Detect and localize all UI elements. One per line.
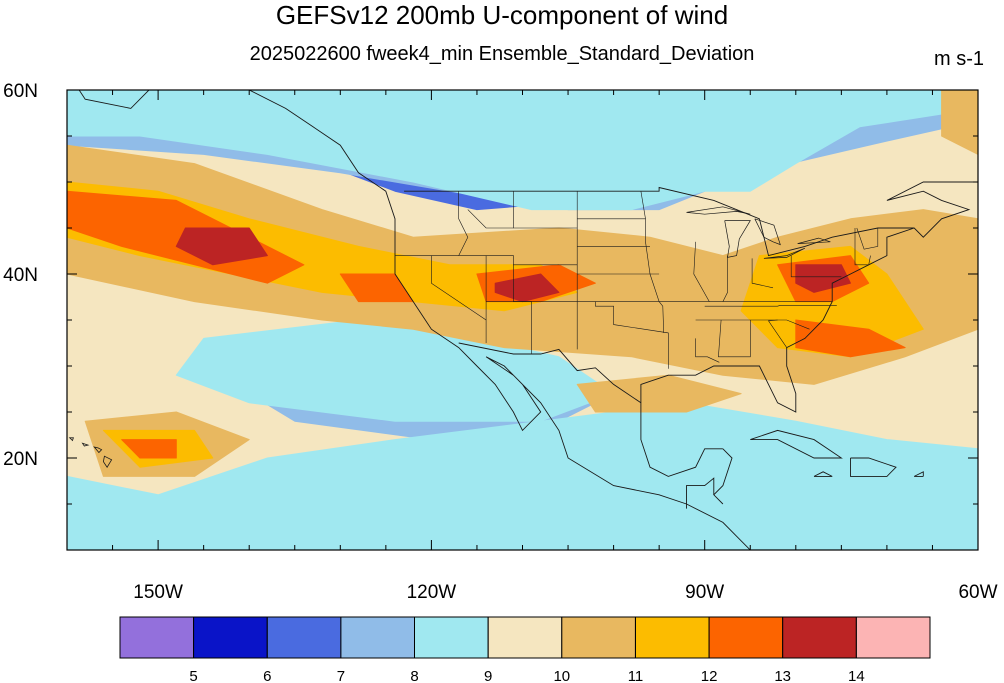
coastline: [813, 471, 833, 477]
colorbar-swatch: [266, 616, 342, 659]
state-border: [395, 255, 578, 266]
colorbar-swatch: [855, 616, 931, 659]
geographic-outlines: [68, 90, 978, 550]
colorbar-swatch: [561, 616, 636, 659]
wind-stddev-field: [67, 90, 978, 550]
state-border: [790, 255, 842, 278]
coastline: [78, 90, 751, 550]
lake-outline: [724, 220, 751, 258]
island-outline: [68, 437, 74, 442]
lon-tick-label: 60W: [958, 582, 997, 603]
colorbar-swatch: [782, 616, 857, 659]
colorbar: 5 6 7 8 9 10 11 12 13 14: [119, 616, 931, 683]
state-border: [695, 338, 720, 363]
colorbar-swatch: [487, 616, 563, 659]
lat-tick-label: 60N: [3, 81, 38, 102]
colorbar-swatch: [193, 616, 268, 659]
state-border: [693, 241, 710, 302]
units-label: m s-1: [934, 48, 984, 70]
colorbar-label: 13: [774, 668, 791, 683]
colorbar-swatch: [119, 616, 195, 659]
state-border: [718, 319, 751, 358]
lat-tick-label: 40N: [3, 265, 38, 286]
state-border: [856, 227, 879, 250]
state-border: [854, 228, 871, 266]
island-outline: [93, 446, 103, 454]
state-border: [431, 255, 487, 321]
state-border: [458, 191, 469, 256]
colorbar-label: 7: [337, 668, 345, 683]
colorbar-label: 12: [701, 668, 718, 683]
colorbar-label: 5: [189, 668, 197, 683]
colorbar-label: 14: [848, 668, 865, 683]
lake-outline: [797, 237, 831, 244]
lake-outline: [754, 218, 781, 246]
island-outline: [81, 442, 90, 447]
colorbar-label: 9: [484, 668, 492, 683]
coastline: [850, 457, 897, 477]
field-region-level-13: [175, 227, 268, 266]
state-border: [722, 255, 728, 302]
country-border: [686, 477, 715, 509]
state-border: [695, 319, 810, 330]
field-region-level-9: [67, 402, 978, 550]
colorbar-swatch: [708, 616, 784, 659]
field-region-level-12: [121, 439, 177, 459]
coastline: [713, 448, 733, 505]
field-region-level-10: [576, 374, 742, 413]
colorbar-swatch: [635, 616, 710, 659]
colorbar-swatch: [414, 616, 489, 659]
state-border: [751, 258, 774, 289]
colorbar-label: 10: [553, 668, 570, 683]
state-border: [704, 304, 837, 307]
axis-ticks: 150W 120W 90W 60W 60N 40N 20N: [3, 81, 997, 603]
colorbar-swatch: [340, 616, 415, 659]
colorbar-label: 6: [263, 668, 271, 683]
lon-tick-label: 90W: [685, 582, 724, 603]
colorbar-label: 8: [410, 668, 418, 683]
lake-outline: [763, 247, 806, 259]
state-border: [467, 191, 514, 229]
coastline: [640, 181, 978, 477]
state-border: [767, 319, 787, 348]
field-region-level-13: [494, 273, 560, 303]
lat-tick-label: 20N: [3, 449, 38, 470]
state-border: [595, 301, 669, 369]
coastline: [750, 429, 843, 459]
figure-title: GEFSv12 200mb U-component of wind: [275, 0, 729, 30]
figure-subtitle: 2025022600 fweek4_min Ensemble_Standard_…: [249, 43, 755, 65]
lon-tick-label: 120W: [407, 582, 457, 603]
coastline: [913, 471, 924, 477]
country-border: [458, 342, 642, 404]
state-border: [645, 218, 664, 333]
colorbar-label: 11: [628, 668, 644, 683]
lon-tick-label: 150W: [133, 582, 183, 603]
island-outline: [102, 455, 113, 468]
lake-outline: [686, 206, 751, 215]
field-region-level-10: [941, 90, 978, 155]
